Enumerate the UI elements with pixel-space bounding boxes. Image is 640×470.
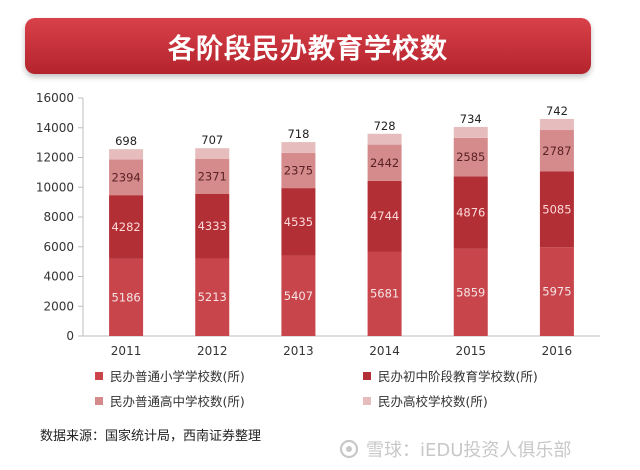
bar-segment (367, 180, 402, 252)
x-tick-label: 2013 (283, 344, 314, 358)
data-label: 4535 (284, 215, 313, 229)
watermark-text: 雪球：iEDU投资人俱乐部 (366, 440, 572, 461)
x-tick-label: 2014 (369, 344, 400, 358)
data-label: 4333 (198, 219, 227, 233)
data-source-note: 数据来源：国家统计局，西南证券整理 (40, 429, 262, 444)
data-label: 5213 (198, 290, 227, 304)
x-tick-label: 2011 (111, 344, 142, 358)
bar-segment (109, 195, 144, 259)
data-label: 718 (287, 127, 309, 141)
data-label: 2375 (284, 163, 313, 177)
legend-item: 民办普通小学学校数(所) (95, 366, 245, 385)
data-label: 707 (201, 133, 223, 147)
bar-segment (453, 248, 488, 336)
y-tick-label: 12000 (36, 151, 74, 165)
legend-label: 民办普通小学学校数(所) (110, 369, 245, 384)
bar-segment (195, 148, 230, 159)
legend-swatch (363, 396, 371, 405)
bar-segment (195, 158, 230, 195)
snowball-logo-icon (338, 439, 360, 459)
legend-swatch (95, 396, 103, 405)
chart-title: 各阶段民办教育学校数 (168, 33, 448, 65)
data-label: 728 (374, 119, 396, 133)
chart-legend: 民办普通小学学校数(所) 民办初中阶段教育学校数(所) 民办普通高中学校数(所) 民办… (95, 366, 595, 412)
bar-segment (367, 251, 402, 336)
bar-segment (281, 142, 316, 153)
data-label: 5975 (542, 285, 571, 299)
bar-segment (195, 194, 230, 259)
legend-item: 民办初中阶段教育学校数(所) (363, 366, 538, 385)
data-label: 4744 (370, 209, 399, 223)
bar-segment (539, 130, 574, 172)
data-label: 2394 (111, 170, 140, 184)
x-tick-label: 2012 (197, 344, 228, 358)
data-label: 4876 (456, 206, 485, 220)
watermark: 雪球：iEDU投资人俱乐部 (338, 436, 571, 462)
data-label: 2585 (456, 150, 485, 164)
bar-segment (281, 152, 316, 189)
data-label: 5407 (284, 289, 313, 303)
legend-item: 民办普通高中学校数(所) (95, 391, 245, 410)
legend-swatch (95, 371, 103, 380)
bar-segment (367, 133, 402, 145)
bar-segment (539, 118, 574, 131)
y-tick-label: 14000 (36, 121, 74, 135)
data-label: 2787 (542, 144, 571, 158)
bar-segment (539, 247, 574, 336)
data-label: 742 (546, 104, 568, 118)
bar-segment (109, 258, 144, 336)
y-tick-label: 10000 (36, 180, 74, 194)
legend-label: 民办普通高中学校数(所) (110, 394, 245, 409)
data-label: 734 (460, 112, 482, 126)
chart-title-banner: 各阶段民办教育学校数 (25, 18, 591, 74)
data-label: 2371 (198, 169, 227, 183)
data-label: 2442 (370, 156, 399, 170)
data-label: 5186 (111, 290, 140, 304)
x-tick-label: 2016 (542, 344, 573, 358)
y-tick-label: 16000 (36, 91, 74, 105)
bar-segment (281, 255, 316, 336)
y-tick-label: 2000 (43, 299, 74, 313)
data-label: 4282 (111, 220, 140, 234)
legend-label: 民办高校学校数(所) (378, 394, 488, 409)
data-label: 5085 (542, 202, 571, 216)
legend-label: 民办初中阶段教育学校数(所) (378, 369, 538, 384)
bar-segment (109, 159, 144, 196)
y-tick-label: 4000 (43, 270, 74, 284)
x-tick-label: 2015 (455, 344, 486, 358)
bar-segment (539, 171, 574, 248)
bar-segment (109, 149, 144, 160)
y-tick-label: 6000 (43, 240, 74, 254)
bar-segment (453, 176, 488, 249)
bar-segment (281, 188, 316, 256)
bar-segment (453, 137, 488, 177)
y-tick-label: 0 (66, 329, 74, 343)
legend-item: 民办高校学校数(所) (363, 391, 488, 410)
data-label: 5681 (370, 287, 399, 301)
data-label: 698 (115, 134, 137, 148)
legend-swatch (363, 371, 371, 380)
bar-segment (453, 126, 488, 138)
bar-segment (195, 258, 230, 336)
y-tick-label: 8000 (43, 210, 74, 224)
bar-segment (367, 144, 402, 181)
data-label: 5859 (456, 285, 485, 299)
stacked-bar-chart: 0 2000 4000 6000 8000 10000 12000 14000 16000 518… (36, 91, 600, 358)
